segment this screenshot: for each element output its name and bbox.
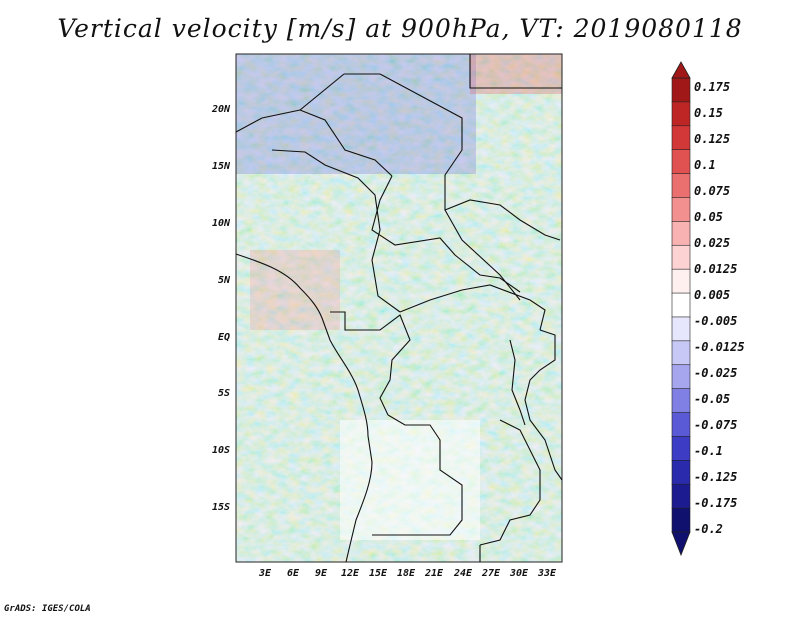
lon-label: 9E bbox=[314, 568, 328, 579]
colorbar-label: 0.05 bbox=[694, 210, 723, 224]
colorbar-label: -0.125 bbox=[694, 470, 738, 484]
lon-label: 24E bbox=[453, 568, 473, 579]
colorbar-label: -0.0125 bbox=[694, 340, 745, 354]
lat-label: 15S bbox=[211, 502, 230, 513]
plot-title: Vertical velocity [m/s] at 900hPa, VT: 2… bbox=[57, 14, 743, 43]
colorbar-label: -0.025 bbox=[694, 366, 738, 380]
colorbar-label: -0.05 bbox=[694, 392, 731, 406]
lat-label: 10N bbox=[211, 218, 230, 229]
lon-label: 30E bbox=[509, 568, 529, 579]
country-borders bbox=[235, 54, 563, 563]
lon-label: 6E bbox=[286, 568, 300, 579]
grads-credit: GrADS: IGES/COLA bbox=[4, 604, 91, 614]
colorbar-label: -0.1 bbox=[694, 444, 723, 458]
lon-label: 3E bbox=[258, 568, 272, 579]
lat-label: EQ bbox=[217, 332, 230, 343]
lon-label: 27E bbox=[481, 568, 501, 579]
lat-label: 10S bbox=[211, 445, 230, 456]
map-frame bbox=[235, 53, 563, 563]
lat-label: 20N bbox=[211, 104, 230, 115]
lat-label: 5S bbox=[217, 388, 230, 399]
colorbar-label: -0.075 bbox=[694, 418, 738, 432]
lon-label: 12E bbox=[340, 568, 360, 579]
lon-label: 15E bbox=[368, 568, 388, 579]
lat-label: 15N bbox=[211, 161, 230, 172]
colorbar-label: 0.075 bbox=[694, 184, 731, 198]
lon-label: 21E bbox=[424, 568, 444, 579]
colorbar-label: 0.025 bbox=[694, 236, 731, 250]
colorbar-label: -0.2 bbox=[694, 522, 723, 536]
colorbar-label: 0.125 bbox=[694, 132, 731, 146]
colorbar-label: 0.0125 bbox=[694, 262, 738, 276]
lon-label: 33E bbox=[537, 568, 557, 579]
lon-label: 18E bbox=[396, 568, 416, 579]
colorbar-label: 0.175 bbox=[694, 80, 731, 94]
colorbar-label: 0.1 bbox=[694, 158, 716, 172]
colorbar-label: -0.005 bbox=[694, 314, 738, 328]
colorbar-label: 0.005 bbox=[694, 288, 731, 302]
colorbar-label: -0.175 bbox=[694, 496, 738, 510]
lat-label: 5N bbox=[217, 275, 230, 286]
colorbar-label: 0.15 bbox=[694, 106, 723, 120]
velocity-field bbox=[236, 54, 562, 562]
